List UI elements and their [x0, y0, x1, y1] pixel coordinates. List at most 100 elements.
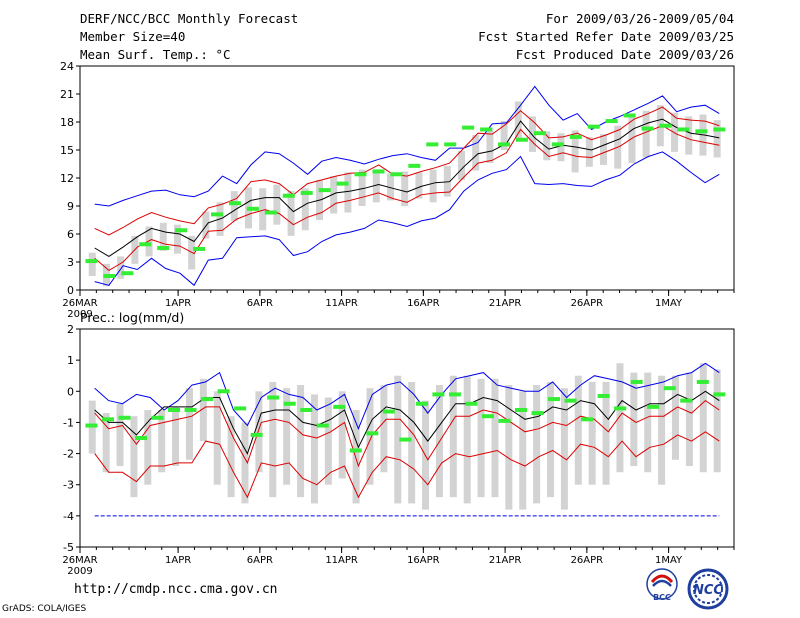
- ensemble-mean-marker-temp: [462, 125, 475, 130]
- refer-date: Fcst Started Refer Date 2009/03/25: [478, 29, 734, 44]
- member-range-box-temp: [358, 169, 366, 206]
- member-range-box-precip: [574, 375, 582, 485]
- member-range-box-precip: [366, 388, 374, 485]
- ensemble-mean-marker-temp: [121, 271, 134, 276]
- member-range-box-precip: [102, 413, 110, 473]
- x-tick-label-precip: 16APR: [407, 555, 440, 566]
- member-range-box-precip: [116, 403, 124, 467]
- y-tick-label-temp: 0: [67, 284, 74, 297]
- ensemble-mean-marker-temp: [300, 190, 313, 195]
- source-url[interactable]: http://cmdp.ncc.cma.gov.cn: [74, 582, 278, 597]
- ensemble-mean-marker-precip: [201, 397, 214, 402]
- member-range-box-temp: [443, 165, 451, 197]
- member-range-box-precip: [533, 385, 541, 504]
- member-range-box-precip: [213, 391, 221, 485]
- member-range-box-precip: [685, 372, 693, 467]
- ensemble-mean-marker-precip: [432, 392, 445, 397]
- ensemble-mean-marker-precip: [300, 407, 313, 412]
- member-range-box-temp: [372, 170, 380, 203]
- member-range-box-temp: [543, 131, 551, 161]
- ensemble-mean-marker-temp: [533, 131, 546, 136]
- member-range-box-temp: [458, 150, 466, 180]
- ensemble-mean-marker-temp: [480, 127, 493, 132]
- ensemble-mean-marker-precip: [647, 404, 660, 409]
- member-size: Member Size=40: [80, 29, 186, 44]
- member-range-box-temp: [387, 173, 395, 201]
- ensemble-mean-marker-precip: [696, 379, 709, 384]
- member-range-box-precip: [519, 391, 527, 510]
- member-range-box-precip: [324, 397, 332, 485]
- ensemble-mean-marker-precip: [515, 407, 528, 412]
- member-range-box-temp: [514, 101, 522, 138]
- y-tick-label-temp: 18: [60, 116, 74, 129]
- y-tick-label-temp: 12: [60, 172, 74, 185]
- forecast-period: For 2009/03/26-2009/05/04: [545, 11, 734, 26]
- ensemble-mean-marker-temp: [569, 134, 582, 139]
- ensemble-mean-marker-precip: [382, 409, 395, 414]
- ensemble-mean-marker-precip: [614, 406, 627, 411]
- member-range-box-precip: [560, 388, 568, 510]
- member-range-box-precip: [713, 369, 721, 473]
- member-range-box-precip: [352, 409, 360, 504]
- temp-median-line: [94, 118, 720, 257]
- member-range-box-precip: [283, 388, 291, 485]
- member-range-box-temp: [173, 224, 181, 254]
- member-range-box-temp: [571, 130, 579, 173]
- member-range-box-temp: [401, 171, 409, 206]
- ensemble-mean-marker-precip: [316, 423, 329, 428]
- ncc-logo-text: NCC: [693, 583, 723, 598]
- ensemble-mean-marker-temp: [211, 212, 224, 217]
- ensemble-mean-marker-precip: [283, 401, 296, 406]
- x-tick-label-precip: 26MAR: [62, 555, 97, 566]
- member-range-box-temp: [230, 191, 238, 221]
- y-tick-label-precip: 2: [67, 323, 74, 336]
- member-range-box-precip: [491, 378, 499, 498]
- x-tick-label-precip: 26APR: [571, 555, 604, 566]
- member-range-box-precip: [394, 375, 402, 504]
- member-range-box-precip: [297, 385, 305, 498]
- ensemble-mean-marker-precip: [217, 389, 230, 394]
- precip-title: Prec.: log(mm/d): [80, 310, 184, 325]
- member-range-box-precip: [172, 406, 180, 467]
- ensemble-mean-marker-temp: [587, 124, 600, 129]
- ensemble-mean-marker-temp: [85, 259, 98, 264]
- member-range-box-precip: [463, 375, 471, 504]
- member-range-box-precip: [505, 385, 513, 510]
- temp-min-line: [94, 151, 720, 287]
- ensemble-mean-marker-precip: [465, 401, 478, 406]
- member-range-box-temp: [685, 116, 693, 155]
- y-tick-label-precip: -1: [63, 416, 74, 429]
- ensemble-mean-marker-temp: [713, 127, 726, 132]
- member-range-box-precip: [477, 378, 485, 498]
- member-range-box-temp: [301, 188, 309, 231]
- ensemble-mean-marker-temp: [318, 188, 331, 193]
- ncc-logo: NCC: [687, 568, 729, 610]
- x-tick-label-temp: 11APR: [325, 298, 358, 309]
- grads-credit: GrADS: COLA/IGES: [2, 604, 87, 614]
- y-tick-label-precip: -3: [63, 479, 74, 492]
- x-tick-label-temp: 1APR: [165, 298, 191, 309]
- member-range-box-temp: [145, 226, 153, 257]
- ensemble-mean-marker-temp: [444, 142, 457, 147]
- y-tick-label-temp: 24: [60, 60, 74, 73]
- ensemble-mean-marker-temp: [677, 127, 690, 132]
- variable-label: Mean Surf. Temp.: °C: [80, 47, 231, 62]
- ensemble-mean-marker-precip: [349, 448, 362, 453]
- member-range-box-precip: [644, 372, 652, 473]
- x-tick-label-precip: 21APR: [489, 555, 522, 566]
- member-range-box-temp: [259, 188, 267, 231]
- member-range-box-temp: [344, 172, 352, 213]
- ensemble-mean-marker-precip: [448, 392, 461, 397]
- ensemble-mean-marker-precip: [118, 415, 131, 420]
- y-tick-label-temp: 15: [60, 144, 74, 157]
- member-range-box-temp: [529, 116, 537, 152]
- ensemble-mean-marker-temp: [336, 181, 349, 186]
- member-range-box-precip: [130, 416, 138, 498]
- member-range-box-precip: [699, 363, 707, 473]
- ensemble-mean-marker-temp: [605, 119, 618, 124]
- member-range-box-temp: [273, 184, 281, 225]
- ensemble-mean-marker-precip: [151, 415, 164, 420]
- x-tick-label-temp: 16APR: [407, 298, 440, 309]
- ensemble-mean-marker-precip: [399, 437, 412, 442]
- ensemble-mean-marker-temp: [623, 113, 636, 118]
